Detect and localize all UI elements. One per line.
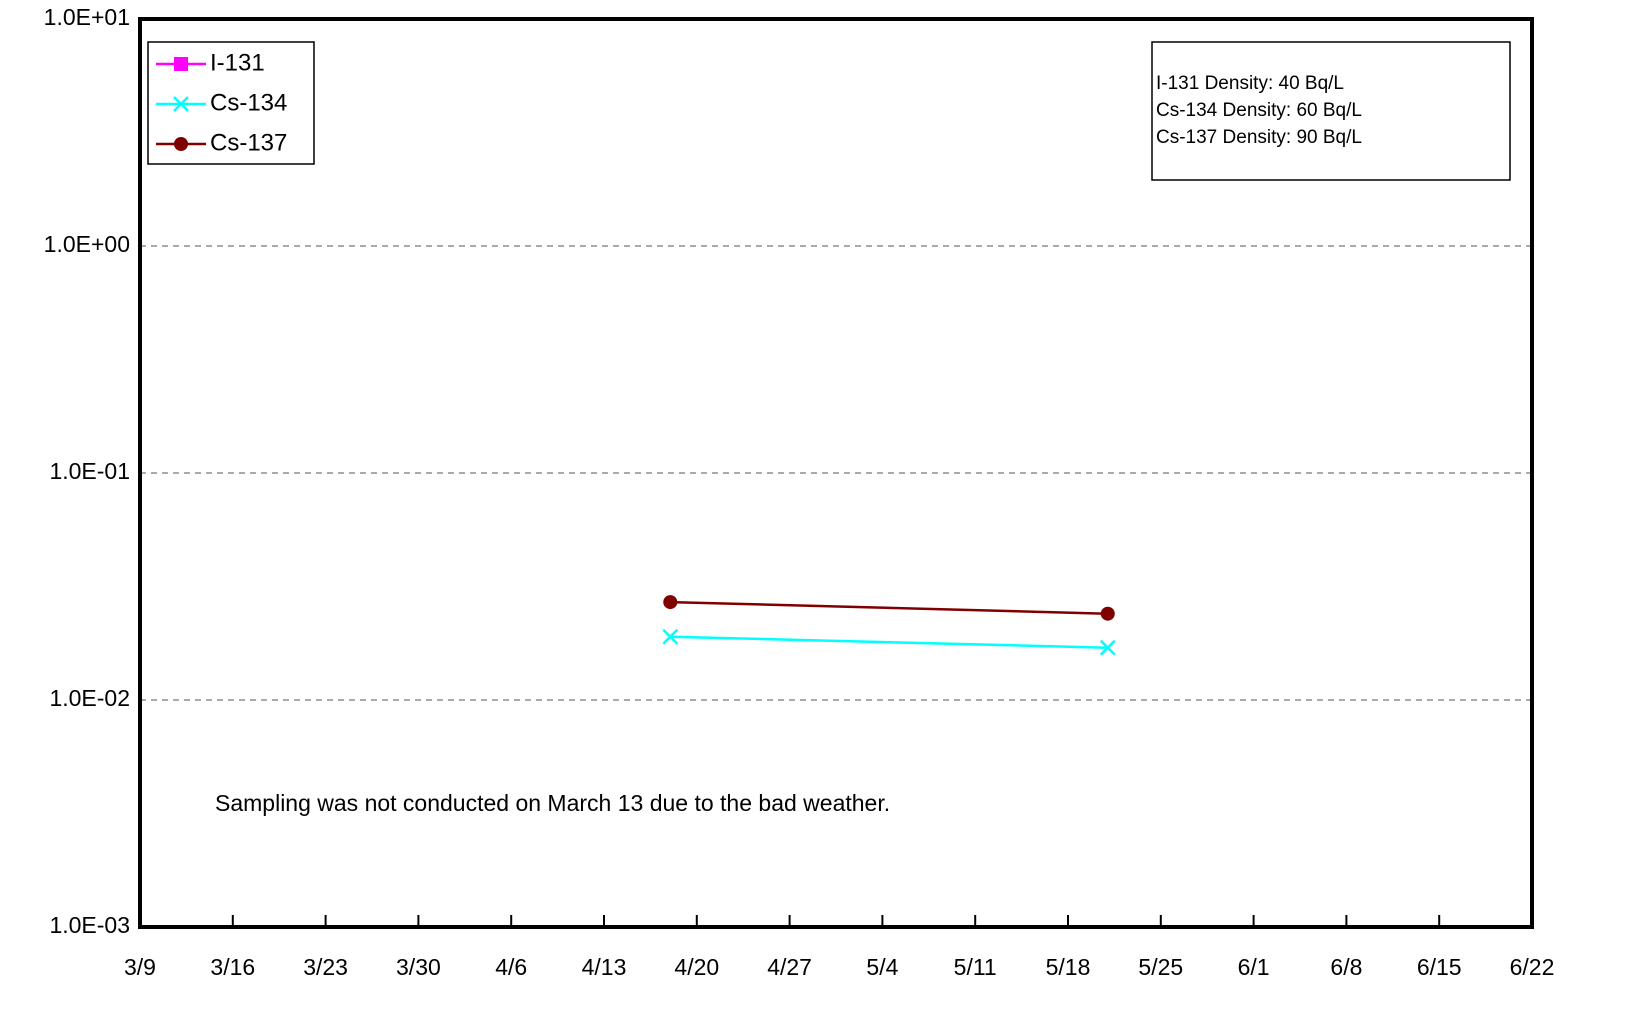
legend-label: I-131 <box>210 49 265 76</box>
annotation: Sampling was not conducted on March 13 d… <box>215 790 890 816</box>
x-tick-label: 5/18 <box>1046 954 1091 980</box>
notes-box <box>1151 41 1511 181</box>
x-tick-label: 5/4 <box>866 954 898 980</box>
marker <box>663 595 678 610</box>
note: Cs-137 Density: 90 Bq/L <box>1156 127 1362 148</box>
legend-marker <box>174 137 188 151</box>
marker <box>1100 606 1115 621</box>
x-tick-label: 3/30 <box>396 954 441 980</box>
x-tick-label: 4/6 <box>495 954 527 980</box>
legend-label: Cs-134 <box>210 89 287 116</box>
x-tick-label: 6/8 <box>1330 954 1362 980</box>
legend-label: Cs-137 <box>210 129 287 156</box>
x-tick-label: 3/23 <box>303 954 348 980</box>
legend-marker <box>174 57 188 71</box>
x-tick-label: 5/11 <box>954 954 997 980</box>
x-tick-label: 4/27 <box>767 954 812 980</box>
x-tick-label: 5/25 <box>1138 954 1183 980</box>
y-tick-label: 1.0E-02 <box>49 685 130 711</box>
legend-marker <box>173 96 189 112</box>
x-tick-label: 3/16 <box>210 954 255 980</box>
note: I-131 Density: 40 Bq/L <box>1156 73 1344 94</box>
note: Cs-134 Density: 60 Bq/L <box>1156 100 1362 121</box>
y-tick-label: 1.0E-01 <box>49 458 130 484</box>
marker <box>662 628 679 645</box>
y-tick-label: 1.0E+01 <box>44 4 130 30</box>
x-tick-label: 6/22 <box>1510 954 1555 980</box>
x-tick-label: 6/15 <box>1417 954 1462 980</box>
y-tick-label: 1.0E-03 <box>49 912 130 938</box>
x-tick-label: 4/13 <box>582 954 627 980</box>
x-tick-label: 4/20 <box>674 954 719 980</box>
series-line <box>670 635 1108 649</box>
series-line <box>670 600 1108 615</box>
y-tick-label: 1.0E+00 <box>44 231 130 257</box>
plot-frame <box>138 17 1534 929</box>
x-tick-label: 3/9 <box>124 954 156 980</box>
x-tick-label: 6/1 <box>1238 954 1270 980</box>
marker <box>1099 639 1116 656</box>
